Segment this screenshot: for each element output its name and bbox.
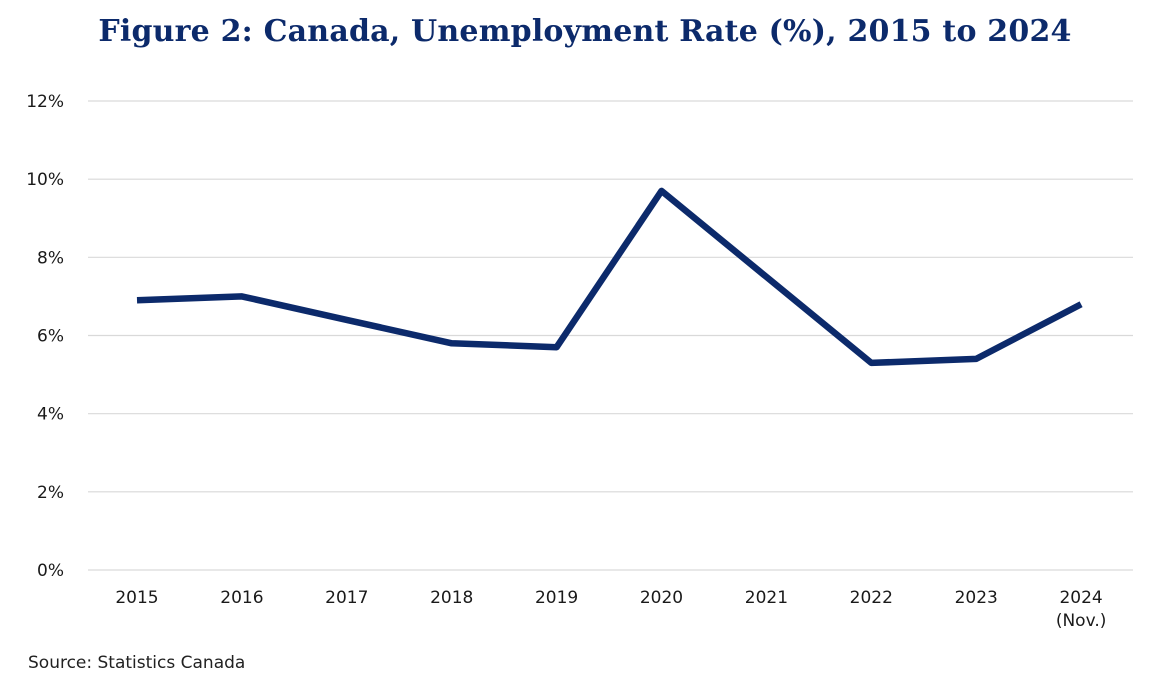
x-tick-label: 2018 bbox=[430, 588, 473, 608]
x-tick-label: 2022 bbox=[850, 588, 893, 608]
x-tick-label: 2021 bbox=[745, 588, 788, 608]
gridlines bbox=[88, 100, 1133, 571]
x-tick-sublabel: (Nov.) bbox=[1056, 611, 1107, 631]
y-tick-label: 4% bbox=[37, 405, 64, 425]
x-tick-label: 2020 bbox=[640, 588, 683, 608]
y-axis-labels: 0% 2% 4% 6% 8% 10% 12% bbox=[26, 92, 64, 581]
y-tick-label: 6% bbox=[37, 327, 64, 347]
y-tick-label: 10% bbox=[26, 170, 64, 190]
x-tick-label: 2017 bbox=[325, 588, 368, 608]
x-tick-label: 2023 bbox=[955, 588, 998, 608]
x-axis-labels: 2015 2016 2017 2018 2019 2020 2021 2022 2023 2024… bbox=[115, 588, 1106, 631]
chart-title: Figure 2: Canada, Unemployment Rate (%),… bbox=[98, 14, 1072, 49]
y-tick-label: 2% bbox=[37, 483, 64, 503]
series-line bbox=[136, 187, 1083, 367]
x-tick-label: 2019 bbox=[535, 588, 578, 608]
y-tick-label: 0% bbox=[37, 561, 64, 581]
x-tick-label: 2024 bbox=[1059, 588, 1102, 608]
source-note: Source: Statistics Canada bbox=[28, 653, 246, 673]
x-tick-label: 2015 bbox=[115, 588, 158, 608]
series-group bbox=[136, 187, 1083, 367]
x-tick-label: 2016 bbox=[220, 588, 263, 608]
y-tick-label: 8% bbox=[37, 248, 64, 268]
y-tick-label: 12% bbox=[26, 92, 64, 112]
